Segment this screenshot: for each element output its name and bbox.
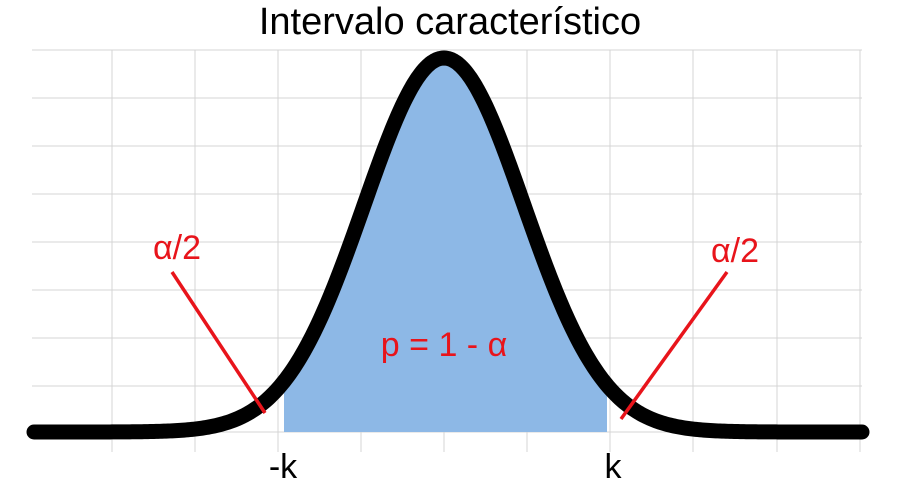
bell-curve [26, 50, 870, 440]
central-area-label: p = 1 - α [381, 326, 507, 364]
right-bound-label: k [605, 448, 623, 486]
left-tail-pointer-line [170, 271, 267, 414]
chart-title: Intervalo característico [259, 1, 641, 43]
right-tail-pointer-line [619, 270, 729, 421]
central-area-fill [284, 58, 607, 432]
left-bound-label: -k [269, 448, 298, 486]
left-tail-label: α/2 [153, 229, 201, 267]
right-tail-label: α/2 [711, 232, 759, 270]
